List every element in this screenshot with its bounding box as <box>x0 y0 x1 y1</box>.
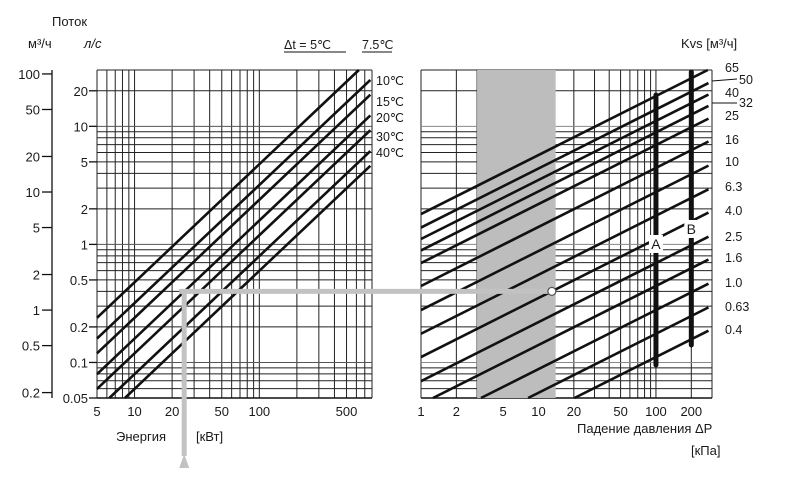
series-label-dt-40: 40℃ <box>376 146 404 160</box>
kvs-line-6.3 <box>420 188 710 335</box>
series-line-dt-20 <box>96 129 372 390</box>
kvs-line-1.6 <box>432 258 710 400</box>
y-tick-label-ls: 1 <box>81 237 88 252</box>
x-unit-right: [кПа] <box>691 443 721 458</box>
right-x-tick-label: 2 <box>453 404 460 419</box>
kvs-line-40 <box>420 93 710 241</box>
y-tick-label-ls: 2 <box>81 202 88 217</box>
kvs-value-label: 32 <box>739 96 753 110</box>
kvs-line-0.4 <box>573 329 710 400</box>
left-x-tick-label: 20 <box>165 404 179 419</box>
right-x-tick-label: 10 <box>531 404 545 419</box>
y-tick-label-ls: 10 <box>74 119 88 134</box>
range-bar-label: A <box>651 236 661 252</box>
chart-labels: Поток м³/ч л/с Энергия [кВт] Kvs [м³/ч] … <box>28 14 753 458</box>
series-line-dt-40 <box>124 164 372 399</box>
left-x-tick-label: 5 <box>93 404 100 419</box>
kvs-value-label: 0.4 <box>725 323 742 337</box>
tick-labels: 5 10 20 50 100 500 100 50 20 10 5 2 1 0.5 0.2 20 10 5 2 1 0.… <box>18 67 702 419</box>
kvs-line-10 <box>420 164 710 312</box>
kvs-value-label: 65 <box>725 61 739 75</box>
kvs-line-2.5 <box>420 235 710 383</box>
kvs-leader-50 <box>711 78 738 82</box>
kvs-value-label: 25 <box>725 109 739 123</box>
kvs-value-label: 0.63 <box>725 300 749 314</box>
series-line-dt-10 <box>96 93 372 355</box>
series-label-dt-15: 15℃ <box>376 95 404 109</box>
series-label-dt-10: 10℃ <box>376 74 404 88</box>
x-axis-title-left: Энергия <box>116 429 166 444</box>
kvs-line-25 <box>420 117 710 265</box>
series-label-dt-20: 20℃ <box>376 111 404 125</box>
y-tick-label-ls: 0.5 <box>70 273 88 288</box>
shaded-pressure-range <box>477 70 556 398</box>
kvs-value-label: 2.5 <box>725 230 742 244</box>
y-tick-label-m3h: 20 <box>26 149 40 164</box>
left-x-tick-label: 10 <box>127 404 141 419</box>
right-kvs-lines <box>420 68 710 400</box>
series-line-dt-7.5 <box>96 78 372 340</box>
y-tick-label-ls: 20 <box>74 84 88 99</box>
y-tick-label-m3h: 50 <box>26 102 40 117</box>
kvs-value-label: 1.0 <box>725 276 742 290</box>
right-x-tick-label: 50 <box>613 404 627 419</box>
example-path <box>179 286 557 468</box>
right-x-tick-label: 200 <box>680 404 702 419</box>
range-bar-label-bg <box>684 220 699 238</box>
left-x-tick-label: 500 <box>336 404 358 419</box>
series-line-dt-5 <box>96 69 360 319</box>
left-x-tick-label: 50 <box>215 404 229 419</box>
kvs-line-0.63 <box>527 306 710 400</box>
kvs-value-label: 50 <box>739 73 753 87</box>
kvs-line-1.0 <box>480 282 710 400</box>
kvs-value-label: 1.6 <box>725 251 742 265</box>
kvs-title: Kvs [м³/ч] <box>681 36 737 51</box>
kvs-line-16 <box>420 140 710 288</box>
y-tick-label-m3h: 5 <box>33 221 40 236</box>
x-axis-title-right: Падение давления ΔP <box>577 421 712 436</box>
y-tick-label-m3h: 10 <box>26 185 40 200</box>
kvs-line-50 <box>420 81 710 229</box>
kvs-line-32 <box>420 104 710 252</box>
y-axis-title: Поток <box>52 14 87 29</box>
right-x-tick-label: 20 <box>567 404 581 419</box>
kvs-value-label: 16 <box>725 133 739 147</box>
series-label-dt-7.5: 7.5℃ <box>362 38 393 52</box>
left-x-tick-label: 100 <box>248 404 270 419</box>
example-point-marker <box>547 286 557 297</box>
kvs-value-label: 6.3 <box>725 180 742 194</box>
y-tick-label-ls: 5 <box>81 155 88 170</box>
right-x-tick-label: 1 <box>417 404 424 419</box>
series-label-dt-30: 30℃ <box>376 130 404 144</box>
left-series-lines <box>96 69 372 399</box>
range-bar-label: B <box>687 221 696 237</box>
x-unit-left: [кВт] <box>196 429 223 444</box>
range-bars: AB <box>648 69 699 368</box>
right-x-tick-label: 100 <box>645 404 667 419</box>
y-tick-label-m3h: 0.2 <box>22 386 40 401</box>
y-unit-m3h: м³/ч <box>28 36 52 51</box>
kvs-value-label: 40 <box>725 86 739 100</box>
kvs-value-label: 4.0 <box>725 204 742 218</box>
series-line-dt-15 <box>96 114 372 376</box>
y-tick-label-ls: 0.05 <box>63 391 88 406</box>
y-unit-ls: л/с <box>83 36 102 51</box>
y-tick-label-m3h: 1 <box>33 303 40 318</box>
y-tick-label-m3h: 0.5 <box>22 339 40 354</box>
shaded-region <box>477 70 556 398</box>
y-tick-label-ls: 0.1 <box>70 355 88 370</box>
series-line-dt-30 <box>108 150 372 399</box>
kvs-line-4.0 <box>420 211 710 359</box>
right-x-tick-label: 5 <box>499 404 506 419</box>
y-tick-label-m3h: 100 <box>18 67 40 82</box>
range-bar-label-bg <box>648 235 663 253</box>
y-tick-label-ls: 0.2 <box>70 320 88 335</box>
kvs-line-65 <box>420 68 709 216</box>
example-arrow-head <box>179 454 190 468</box>
series-label-dt-5: Δt = 5℃ <box>284 38 331 52</box>
y-tick-label-m3h: 2 <box>33 268 40 283</box>
kvs-value-label: 10 <box>725 155 739 169</box>
